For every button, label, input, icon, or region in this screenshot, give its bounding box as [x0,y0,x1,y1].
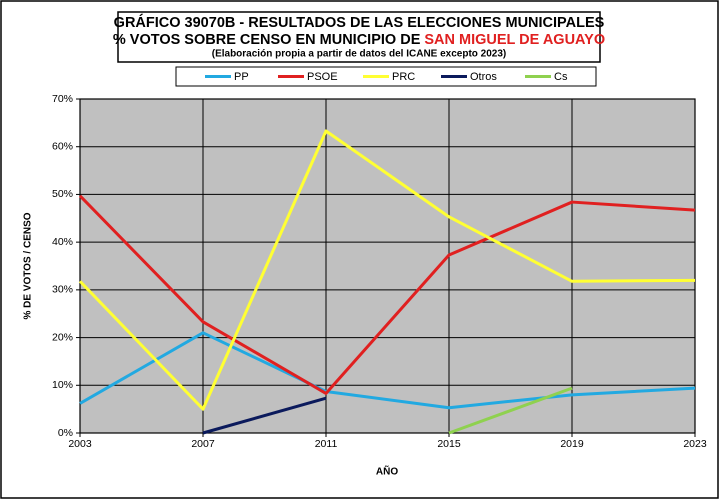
legend-label: Otros [470,71,497,83]
x-tick-label: 2007 [191,438,215,450]
plot-border [79,98,696,434]
series-line [78,194,696,395]
series-line [202,396,327,435]
subtitle-text: % VOTOS SOBRE CENSO EN MUNICIPIO DE [113,32,425,48]
y-tick-label: 10% [52,379,73,391]
x-axis-label: AÑO [376,465,398,478]
x-tick-label: 2015 [437,438,461,450]
series-line [78,129,696,411]
x-tick-label: 2003 [68,438,92,450]
legend-label: PRC [392,71,415,83]
x-tick-label: 2023 [683,438,707,450]
plot-area [80,99,695,433]
chart-subtitle: % VOTOS SOBRE CENSO EN MUNICIPIO DE SAN … [113,32,605,48]
series-line [448,386,573,435]
y-tick-label: 0% [58,427,73,439]
x-tick-label: 2011 [315,438,338,450]
series-line [79,331,696,410]
municipality: SAN MIGUEL DE AGUAYO [424,32,605,48]
source-note: (Elaboración propia a partir de datos de… [212,49,507,60]
title-box [117,11,601,63]
y-tick-label: 40% [52,236,73,248]
legend-label: Cs [554,71,568,83]
y-tick-label: 30% [52,284,73,296]
chart-title: GRÁFICO 39070B - RESULTADOS DE LAS ELECC… [114,14,605,31]
y-tick-label: 60% [52,140,73,152]
y-tick-label: 50% [52,188,73,200]
y-axis-label: % DE VOTOS / CENSO [23,212,34,319]
legend-label: PP [234,71,249,83]
x-tick-label: 2019 [560,438,584,450]
y-tick-label: 70% [52,93,73,105]
y-tick-label: 20% [52,331,73,343]
legend-label: PSOE [307,71,338,83]
